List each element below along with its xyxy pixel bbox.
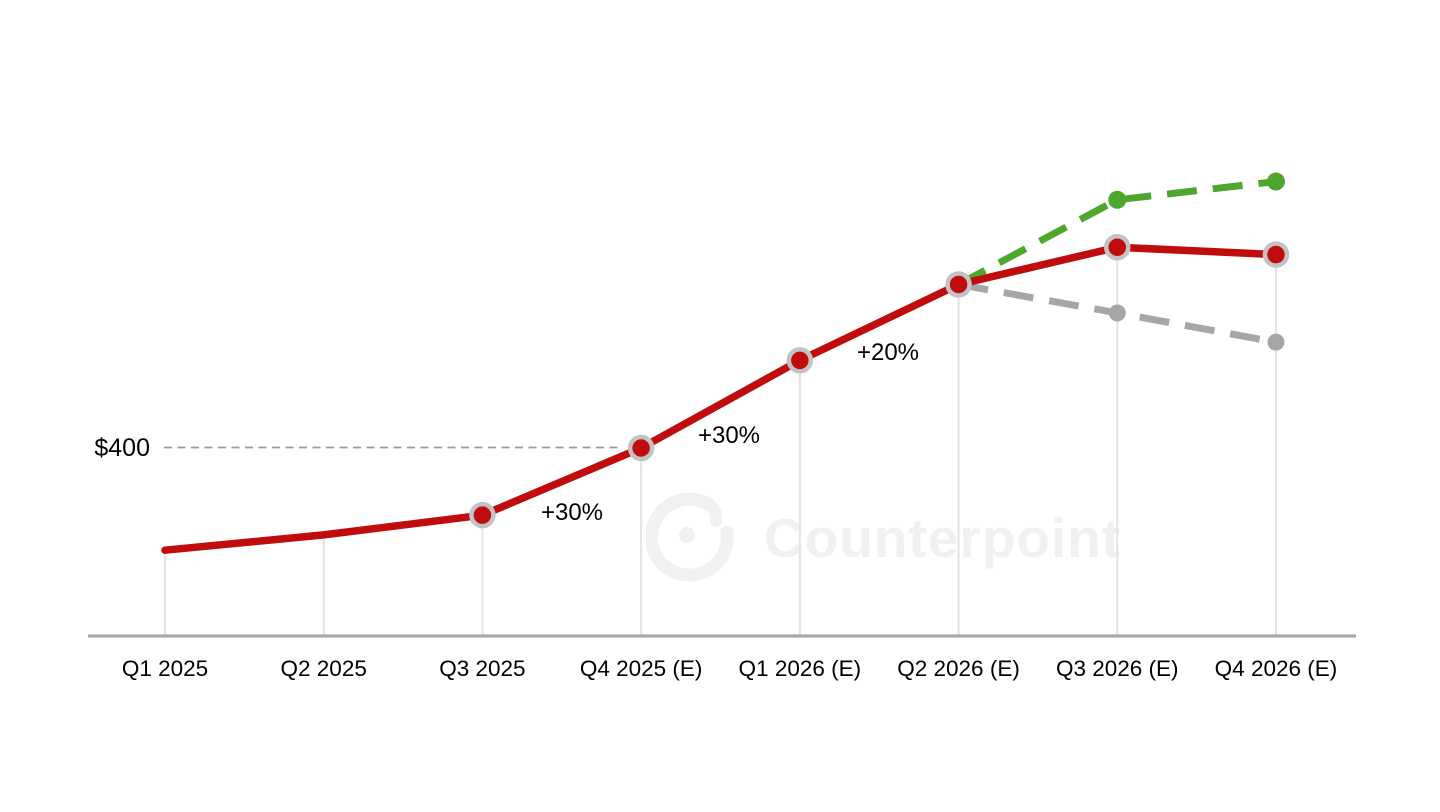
x-axis-label: Q3 2025 [439,656,525,681]
x-axis-label: Q3 2026 (E) [1056,656,1179,681]
base-price-marker [1262,241,1290,268]
reference-label: $400 [94,434,150,462]
x-axis-label: Q4 2025 (E) [580,656,703,681]
base-price-marker [786,347,814,374]
base-price-marker [1104,234,1131,261]
upside-scenario-marker [1108,190,1127,209]
base-price-line [161,243,1280,554]
base-price-marker [627,434,655,462]
x-axis-label: Q2 2025 [281,656,367,681]
x-axis-label: Q2 2026 (E) [897,656,1020,681]
x-axis-label: Q1 2025 [122,656,208,681]
downside-scenario-marker [1267,333,1285,351]
downside-scenario-marker [1108,304,1126,322]
upside-scenario-line [956,178,1277,288]
x-axis-label: Q1 2026 (E) [739,656,862,681]
base-price-marker [945,271,972,298]
growth-annotation: +30% [698,422,760,449]
upside-scenario-marker [1266,172,1285,191]
growth-annotation: +30% [541,499,603,526]
growth-annotation: +20% [857,339,919,366]
x-axis-label: Q4 2026 (E) [1215,656,1338,681]
base-price-marker [469,501,496,529]
